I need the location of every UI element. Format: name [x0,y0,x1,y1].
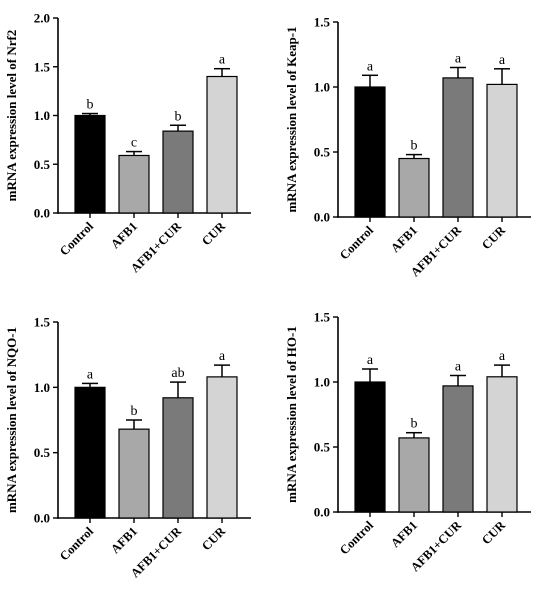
x-tick-label: AFB1 [108,219,140,251]
y-tick-label: 1.5 [34,59,51,74]
x-tick-label: Control [57,524,97,564]
bar-control [74,386,106,519]
bar-cur [206,376,238,519]
bar-cur [486,83,518,218]
chart-panel-2: 0.0 0.5 1.0 1.5 mRNA expression level of Kea… [284,15,531,279]
x-tick-label: Control [337,223,377,263]
y-axis-title: mRNA expression level of NQO-1 [4,327,19,513]
x-tick-label: CUR [479,223,509,253]
x-tick-label: AFB1 [388,518,420,550]
significance-letter: c [131,136,137,151]
significance-letter: a [455,360,462,375]
significance-letter: a [455,52,462,67]
y-tick-label: 1.5 [314,15,331,30]
bar-control [354,381,386,513]
y-tick-label: 0.0 [34,511,50,526]
bar-afb1 [118,154,150,214]
bar-afb1-cur [442,77,474,218]
bar-control [354,86,386,218]
significance-letter: b [175,109,182,124]
y-tick-label: 1.0 [34,380,50,395]
significance-letter: b [411,417,418,432]
y-tick-label: 2.0 [34,11,50,26]
chart-panel-4: 0.0 0.5 1.0 1.5 mRNA expression level of HO-… [284,310,531,574]
y-tick-label: 0.0 [314,210,330,225]
bar-afb1-cur [162,397,194,519]
y-axis-title: mRNA expression level of HO-1 [284,326,299,503]
significance-letter: b [131,404,138,419]
y-tick-label: 0.5 [34,445,51,460]
significance-letter: a [219,53,226,68]
y-tick-label: 1.0 [314,375,330,390]
y-tick-label: 1.0 [34,108,50,123]
x-tick-label: CUR [199,219,229,249]
y-tick-label: 0.5 [314,145,331,160]
y-tick-label: 0.5 [314,440,331,455]
bar-afb1-cur [162,130,194,214]
x-tick-label: CUR [199,524,229,554]
chart-panel-3: 0.0 0.5 1.0 1.5 mRNA expression level of NQO… [4,315,251,580]
y-tick-label: 0.5 [34,157,51,172]
bar-cur [486,376,518,513]
y-tick-label: 1.0 [314,80,330,95]
x-tick-label: CUR [479,518,509,548]
bar-afb1 [398,157,430,218]
bar-afb1-cur [442,385,474,513]
x-tick-label: AFB1 [388,223,420,255]
x-tick-label: Control [337,518,377,558]
y-tick-label: 1.5 [314,310,331,325]
y-tick-label: 1.5 [34,315,51,330]
y-axis-title: mRNA expression level of Keap-1 [284,26,299,212]
chart-panel-1: 0.0 0.5 1.0 1.5 2.0 mRNA expression level of … [4,11,251,275]
significance-letter: b [411,139,418,154]
significance-letter: ab [171,366,184,381]
significance-letter: a [87,367,94,382]
y-axis-title: mRNA expression level of Nrf2 [4,30,19,202]
bar-control [74,114,106,214]
significance-letter: a [367,353,374,368]
significance-letter: a [499,53,506,68]
significance-letter: b [87,98,94,113]
y-tick-label: 0.0 [34,206,50,221]
bar-afb1 [398,437,430,513]
bar-cur [206,75,238,214]
y-tick-label: 0.0 [314,505,330,520]
significance-letter: a [367,59,374,74]
significance-letter: a [499,349,506,364]
x-tick-label: Control [57,219,97,259]
x-tick-label: AFB1 [108,524,140,556]
bar-afb1 [118,428,150,519]
significance-letter: a [219,349,226,364]
